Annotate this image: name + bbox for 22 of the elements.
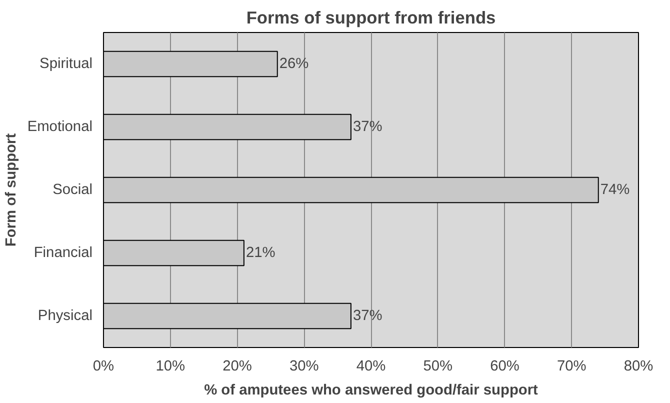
y-tick-label: Physical [38, 308, 93, 324]
x-tick-label: 30% [289, 358, 319, 374]
x-tick-label: 80% [624, 358, 654, 374]
x-tick-label: 50% [423, 358, 453, 374]
data-label: 37% [352, 308, 382, 324]
x-tick-label: 60% [490, 358, 520, 374]
x-tick-label: 0% [92, 358, 114, 374]
y-tick-label: Social [52, 182, 93, 198]
x-tick-label: 40% [356, 358, 386, 374]
data-label: 26% [279, 56, 309, 72]
x-tick-label: 70% [556, 358, 586, 374]
y-tick-label: Financial [34, 245, 93, 261]
y-tick-label: Spiritual [40, 56, 93, 72]
y-tick-label: Emotional [27, 119, 93, 135]
x-axis-title: % of amputees who answered good/fair support [204, 382, 538, 398]
y-axis-title: Form of support [3, 133, 20, 247]
x-tick-label: 20% [222, 358, 252, 374]
data-label: 21% [246, 245, 276, 261]
chart-title: Forms of support from friends [246, 8, 496, 28]
x-tick-label: 10% [156, 358, 186, 374]
data-label: 74% [600, 182, 630, 198]
data-label: 37% [352, 119, 382, 135]
